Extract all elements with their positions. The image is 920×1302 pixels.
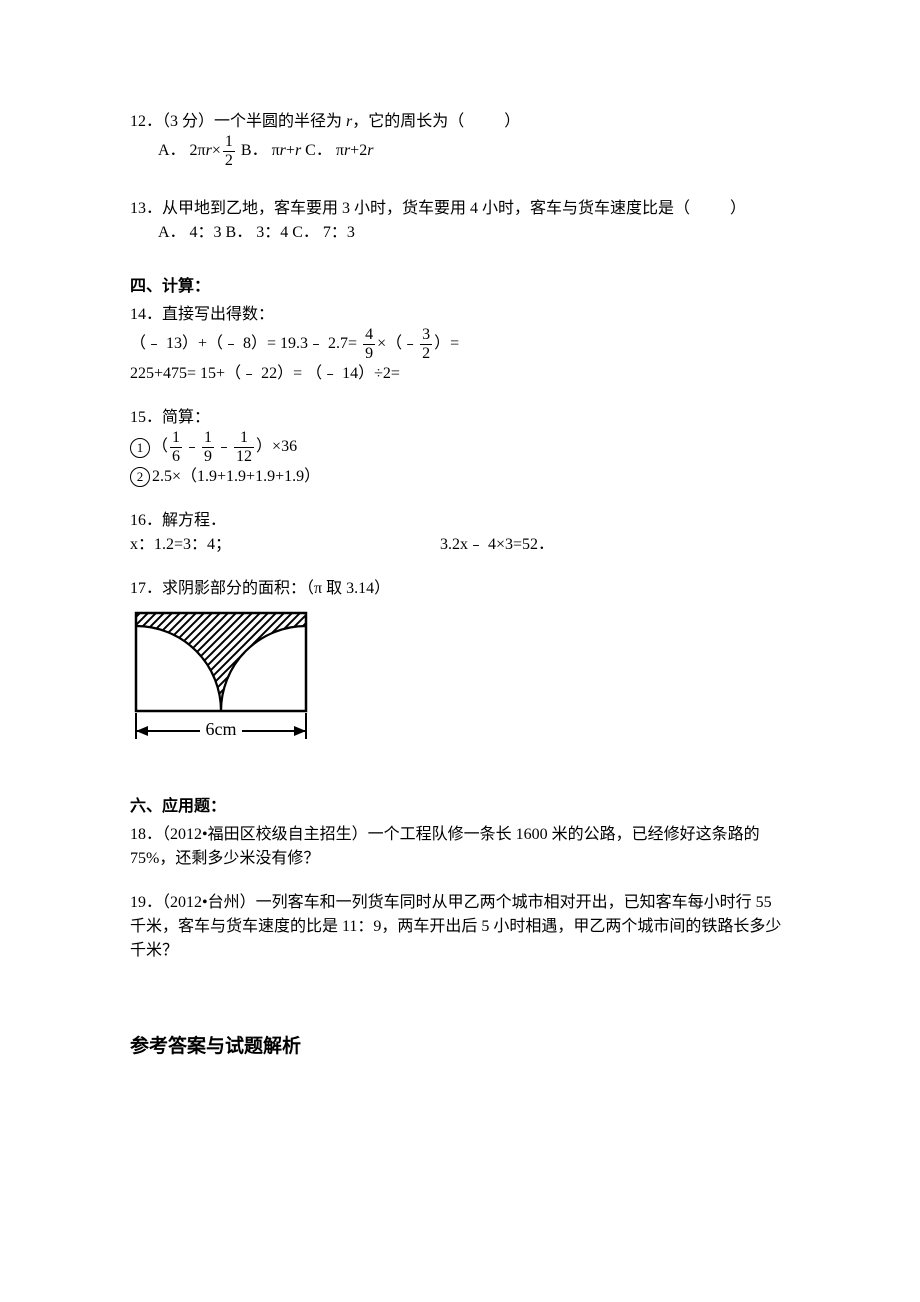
frac-num: 1 [170, 430, 182, 446]
q12-opt-c-r2: r [367, 142, 373, 159]
q13-options: A． 4：3 B． 3：4 C． 7：3 [130, 221, 790, 245]
q12-opt-a-mid: × [212, 142, 221, 159]
q14-title-line: 14．直接写出得数： [130, 303, 790, 327]
fraction-3-2: 32 [420, 327, 432, 362]
q13-number: 13． [130, 200, 162, 217]
frac-den: 2 [420, 346, 432, 362]
q16-equations: x：1.2=3：4； 3.2x﹣ 4×3=52． [130, 533, 790, 557]
q15-title: 简算： [162, 409, 210, 426]
q19-text: （2012•台州）一列客车和一列货车同时从甲乙两个城市相对开出，已知客车每小时行… [130, 894, 781, 959]
frac-den: 6 [170, 449, 182, 465]
fraction-1-12: 112 [234, 430, 254, 465]
q12-opt-a-prefix: A． 2π [158, 142, 206, 159]
q18-number: 18． [130, 826, 162, 843]
q16-eq2: 3.2x﹣ 4×3=52． [440, 533, 554, 557]
q18-text: （2012•福田区校级自主招生）一个工程队修一条长 1600 米的公路，已经修好… [130, 826, 760, 867]
frac-den: 9 [202, 449, 214, 465]
fraction-1-6: 16 [170, 430, 182, 465]
q14-line1-b: ×（﹣ [377, 335, 418, 352]
frac-num: 3 [420, 327, 432, 343]
q14-line1-a: （﹣ 13）+（﹣ 8）= 19.3﹣ 2.7= [130, 335, 361, 352]
q15-p2: 2.5×（1.9+1.9+1.9+1.9） [152, 468, 320, 485]
q15-minus2: ﹣ [216, 438, 232, 455]
q16-eq1: x：1.2=3：4； [130, 533, 440, 557]
q13-options-text: A． 4：3 B． 3：4 C． 7：3 [158, 224, 355, 241]
frac-den: 2 [223, 153, 235, 169]
q15-number: 15． [130, 409, 162, 426]
section-6-heading: 六、应用题： [130, 795, 790, 819]
question-13: 13．从甲地到乙地，客车要用 3 小时，货车要用 4 小时，客车与货车速度比是（… [130, 197, 790, 245]
q12-opt-c-prefix: C． π [301, 142, 344, 159]
frac-num: 1 [223, 134, 235, 150]
q14-line2: 225+475= 15+（﹣ 22）= （﹣ 14）÷2= [130, 362, 790, 386]
q16-title: 解方程． [162, 512, 226, 529]
frac-num: 1 [202, 430, 214, 446]
q13-text-a: 从甲地到乙地，客车要用 3 小时，货车要用 4 小时，客车与货车速度比是（ [162, 200, 690, 217]
q19-number: 19． [130, 894, 162, 911]
question-15: 15．简算： 1（16﹣19﹣112）×36 22.5×（1.9+1.9+1.9… [130, 406, 790, 489]
answers-heading: 参考答案与试题解析 [130, 1033, 790, 1062]
q17-figure: 6cm [130, 607, 790, 755]
q12-opt-c-plus: +2 [350, 142, 367, 159]
fraction-one-half: 12 [223, 134, 235, 169]
fraction-1-9: 19 [202, 430, 214, 465]
q14-title: 直接写出得数： [162, 306, 274, 323]
q14-number: 14． [130, 306, 162, 323]
frac-den: 9 [363, 346, 375, 362]
q12-text-b: ，它的周长为（ [352, 113, 464, 130]
circled-2-icon: 2 [130, 467, 150, 487]
shaded-area-figure-icon: 6cm [130, 607, 320, 755]
q16-number: 16． [130, 512, 162, 529]
q15-title-line: 15．简算： [130, 406, 790, 430]
q15-expr1: 1（16﹣19﹣112）×36 [130, 430, 790, 465]
q13-stem: 13．从甲地到乙地，客车要用 3 小时，货车要用 4 小时，客车与货车速度比是（… [130, 197, 790, 221]
q15-expr2: 22.5×（1.9+1.9+1.9+1.9） [130, 465, 790, 489]
question-19: 19．（2012•台州）一列客车和一列货车同时从甲乙两个城市相对开出，已知客车每… [130, 891, 790, 963]
question-12: 12．（3 分）一个半圆的半径为 r，它的周长为（） A． 2πr×12 B． … [130, 110, 790, 169]
q15-minus1: ﹣ [184, 438, 200, 455]
q17-title: 求阴影部分的面积：（π 取 3.14） [162, 580, 390, 597]
question-14: 14．直接写出得数： （﹣ 13）+（﹣ 8）= 19.3﹣ 2.7= 49×（… [130, 303, 790, 386]
question-16: 16．解方程． x：1.2=3：4； 3.2x﹣ 4×3=52． [130, 509, 790, 557]
frac-den: 12 [234, 449, 254, 465]
q16-title-line: 16．解方程． [130, 509, 790, 533]
q17-title-line: 17．求阴影部分的面积：（π 取 3.14） [130, 577, 790, 601]
figure-label: 6cm [206, 719, 237, 739]
circled-1-icon: 1 [130, 438, 150, 458]
q12-stem: 12．（3 分）一个半圆的半径为 r，它的周长为（） [130, 110, 790, 134]
q12-text-a: 一个半圆的半径为 [214, 113, 346, 130]
question-17: 17．求阴影部分的面积：（π 取 3.14） [130, 577, 790, 755]
fraction-4-9: 49 [363, 327, 375, 362]
q14-line1: （﹣ 13）+（﹣ 8）= 19.3﹣ 2.7= 49×（﹣32）= [130, 327, 790, 362]
q15-p1-open: （ [152, 438, 168, 455]
q15-p1-close: ）×36 [256, 438, 297, 455]
q17-number: 17． [130, 580, 162, 597]
q12-options: A． 2πr×12 B． πr+r C． πr+2r [130, 134, 790, 169]
q12-number: 12．（3 分） [130, 113, 214, 130]
q12-opt-b-prefix: B． π [237, 142, 280, 159]
q12-opt-b-plus: + [286, 142, 295, 159]
section-4-heading: 四、计算： [130, 275, 790, 299]
frac-num: 1 [234, 430, 254, 446]
q12-text-c: ） [504, 113, 520, 130]
q14-line1-c: ）= [434, 335, 459, 352]
frac-num: 4 [363, 327, 375, 343]
q13-text-b: ） [730, 200, 746, 217]
question-18: 18．（2012•福田区校级自主招生）一个工程队修一条长 1600 米的公路，已… [130, 823, 790, 871]
